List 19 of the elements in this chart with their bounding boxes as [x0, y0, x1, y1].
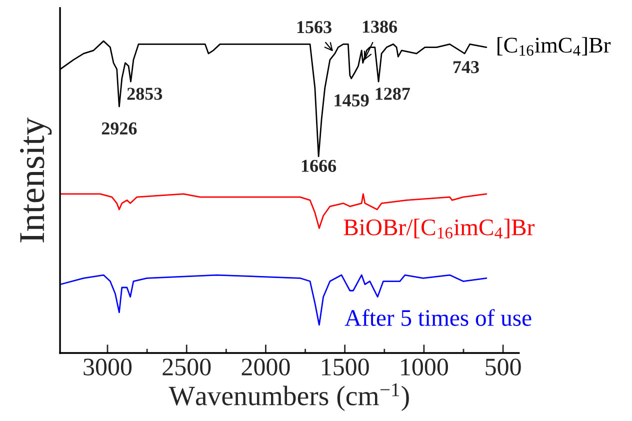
annotation: 2926 — [102, 122, 137, 135]
annotation: 1386 — [362, 20, 398, 33]
series-label: After 5 times of use — [344, 309, 532, 326]
x-tick-label: 1500 — [322, 358, 369, 376]
x-tick-label: 2000 — [242, 358, 290, 376]
annotation: 1563 — [297, 21, 332, 34]
y-axis-title: Intensity — [20, 117, 52, 242]
x-tick-label: 1000 — [401, 358, 448, 376]
annotation: 1459 — [334, 94, 369, 106]
annotation: 1287 — [376, 88, 410, 100]
x-tick-label: 2500 — [162, 358, 211, 376]
x-axis-title: Wavenumbers (cm$^{−1}$) — [168, 383, 409, 411]
x-tick-label: 3000 — [84, 358, 132, 376]
annotation: 1666 — [302, 160, 336, 172]
x-tick-label: 500 — [486, 358, 521, 376]
annotation: 743 — [453, 61, 479, 74]
series-label: BiOBr/[C$_{16}$imC$_{4}$]Br — [344, 218, 534, 239]
series-label: [C$_{16}$imC$_{4}$]Br — [498, 37, 611, 56]
annotation: 2853 — [127, 88, 162, 100]
